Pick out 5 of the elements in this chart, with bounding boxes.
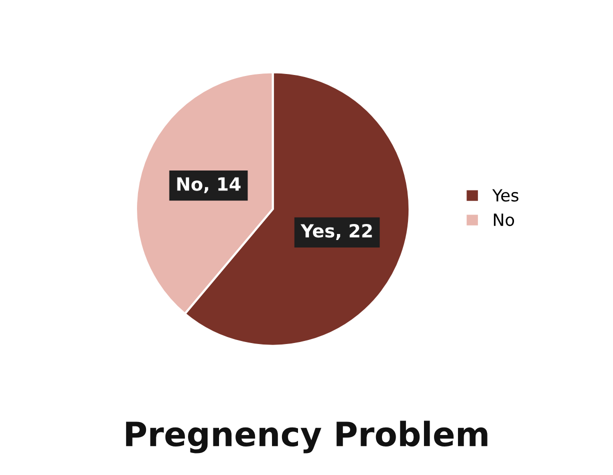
- text: Pregnency Problem: [126, 420, 488, 454]
- data-label: Yes, 22: [300, 224, 372, 240]
- legend-label: No: [494, 214, 514, 226]
- legend-label: Yes: [492, 189, 518, 202]
- data-label: No, 14: [177, 177, 241, 194]
